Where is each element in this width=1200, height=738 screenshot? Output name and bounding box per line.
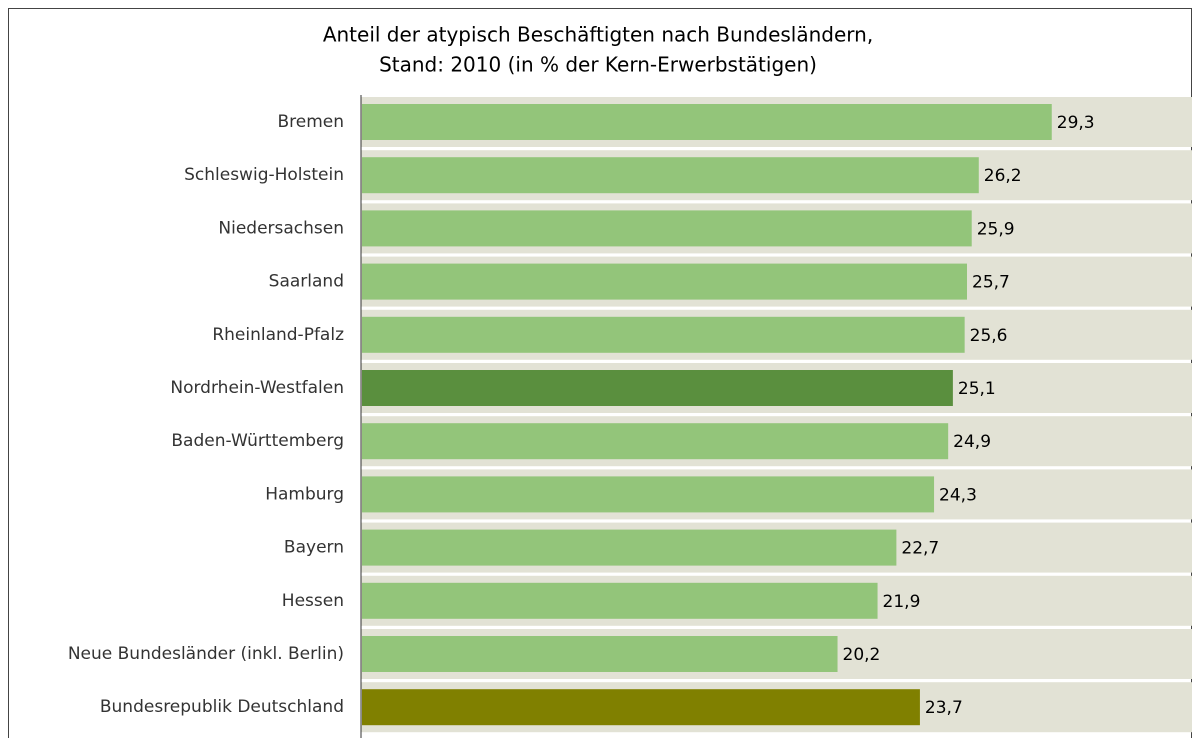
value-label: 25,9: [977, 219, 1015, 239]
category-label: Schleswig-Holstein: [184, 165, 344, 185]
category-label: Saarland: [269, 272, 344, 292]
category-label: Hamburg: [265, 484, 344, 504]
value-label: 25,7: [972, 273, 1010, 293]
category-label: Nordrhein-Westfalen: [170, 378, 344, 398]
bar: [362, 316, 965, 353]
bar: [362, 689, 920, 726]
bar: [362, 476, 935, 513]
category-label: Niedersachsen: [218, 218, 344, 238]
category-label: Baden-Württemberg: [171, 431, 344, 451]
category-label: Hessen: [282, 591, 344, 611]
value-label: 22,7: [901, 539, 939, 559]
category-label: Rheinland-Pfalz: [212, 325, 344, 345]
category-label: Bayern: [284, 538, 344, 558]
bar: [362, 157, 979, 194]
bar: [362, 370, 953, 406]
bar: [362, 636, 838, 672]
value-label: 24,9: [953, 432, 991, 452]
value-label: 21,9: [883, 592, 921, 612]
value-label: 24,3: [939, 485, 977, 505]
bar: [362, 263, 968, 300]
value-label: 20,2: [843, 645, 881, 665]
category-label: Bundesrepublik Deutschland: [100, 697, 344, 717]
chart-title: Stand: 2010 (in % der Kern-Erwerbstätige…: [379, 53, 817, 77]
bar: [362, 582, 878, 619]
value-label: 23,7: [925, 698, 963, 718]
bar: [362, 104, 1052, 140]
category-label: Bremen: [277, 112, 344, 132]
bar: [362, 529, 897, 566]
value-label: 25,1: [958, 379, 996, 399]
category-label: Neue Bundesländer (inkl. Berlin): [68, 644, 344, 664]
value-label: 25,6: [970, 326, 1008, 346]
value-label: 29,3: [1057, 113, 1095, 133]
bar: [362, 210, 972, 247]
value-label: 26,2: [984, 166, 1022, 186]
chart-title: Anteil der atypisch Beschäftigten nach B…: [323, 23, 873, 47]
bar: [362, 423, 949, 460]
